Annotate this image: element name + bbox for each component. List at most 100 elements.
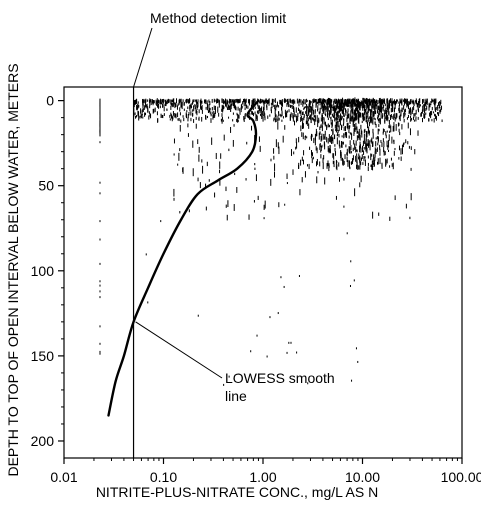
scatter-point (361, 120, 363, 124)
scatter-point (177, 163, 179, 166)
scatter-point (363, 116, 365, 121)
scatter-point (333, 153, 335, 160)
scatter-point (316, 176, 318, 184)
scatter-point (434, 113, 436, 117)
scatter-point (244, 114, 246, 119)
scatter-point (248, 99, 250, 104)
scatter-point (437, 105, 439, 109)
scatter-point (291, 105, 293, 110)
scatter-point (260, 101, 262, 104)
scatter-point (382, 100, 384, 106)
scatter-point (430, 101, 432, 106)
scatter-point (356, 99, 358, 106)
scatter-point (295, 118, 297, 123)
scatter-point (415, 118, 417, 122)
scatter-point (338, 133, 340, 138)
scatter-point (142, 104, 144, 109)
scatter-point (150, 113, 152, 119)
scatter-point (183, 108, 185, 111)
scatter-point (320, 98, 322, 104)
scatter-point (440, 99, 442, 105)
scatter-point (373, 154, 375, 160)
scatter-point (398, 122, 400, 126)
scatter-point (365, 143, 367, 149)
scatter-point (338, 114, 340, 119)
scatter-point (337, 99, 339, 106)
scatter-point (318, 132, 320, 140)
scatter-point (389, 114, 391, 121)
scatter-point (253, 200, 255, 203)
scatter-point (361, 157, 363, 161)
scatter-point (293, 151, 295, 155)
scatter-point (350, 110, 352, 116)
scatter-point (338, 177, 340, 182)
scatter-point (348, 125, 350, 130)
scatter-point (220, 153, 222, 159)
scatter-point (351, 116, 353, 120)
scatter-point (198, 117, 200, 121)
scatter-point (192, 168, 194, 177)
scatter-point (387, 105, 389, 108)
scatter-point (239, 108, 241, 112)
scatter-point (169, 114, 171, 118)
scatter-point (370, 153, 372, 161)
scatter-point (226, 214, 228, 221)
scatter-point (412, 107, 414, 112)
scatter-point (149, 102, 151, 106)
scatter-point (398, 115, 400, 120)
scatter-point (274, 113, 276, 118)
scatter-point (142, 98, 144, 103)
scatter-point (166, 101, 168, 105)
scatter-point (375, 148, 377, 154)
scatter-point (144, 100, 146, 104)
scatter-point (275, 107, 277, 111)
scatter-point (288, 341, 290, 344)
scatter-point (293, 111, 295, 118)
scatter-point (351, 108, 353, 112)
scatter-point (286, 351, 288, 354)
scatter-point (414, 112, 416, 117)
scatter-point (309, 146, 311, 150)
scatter-point (337, 129, 339, 133)
scatter-point (363, 104, 365, 109)
scatter-point (310, 135, 312, 140)
scatter-point (161, 99, 163, 104)
scatter-point (334, 105, 336, 112)
scatter-point (373, 111, 375, 117)
scatter-point (145, 112, 147, 116)
scatter-point (377, 100, 379, 104)
scatter-point (399, 100, 401, 103)
scatter-point (364, 106, 366, 112)
scatter-point (190, 103, 192, 107)
scatter-point (377, 117, 379, 120)
scatter-point (371, 99, 373, 103)
scatter-point (389, 165, 391, 168)
scatter-point (413, 100, 415, 104)
scatter-point (413, 119, 415, 122)
scatter-point (320, 117, 322, 122)
scatter-point (367, 108, 369, 111)
scatter-point (233, 124, 235, 127)
scatter-point (179, 98, 181, 104)
scatter-point (428, 105, 430, 111)
scatter-point (314, 137, 316, 141)
scatter-point (148, 111, 150, 114)
scatter-point (370, 120, 372, 123)
scatter-point (144, 102, 146, 108)
scatter-point (375, 123, 377, 128)
scatter-point (327, 102, 329, 110)
scatter-point (430, 114, 432, 119)
scatter-point (208, 99, 210, 103)
scatter-point (238, 115, 240, 119)
scatter-point (386, 115, 388, 118)
scatter-point (221, 105, 223, 110)
scatter-point (401, 99, 403, 103)
scatter-point (253, 99, 255, 103)
scatter-point (398, 108, 400, 111)
scatter-point (228, 105, 230, 110)
scatter-point (438, 113, 440, 116)
scatter-point (176, 105, 178, 110)
scatter-point (392, 107, 394, 112)
scatter-point (175, 103, 177, 107)
scatter-point (357, 135, 359, 138)
